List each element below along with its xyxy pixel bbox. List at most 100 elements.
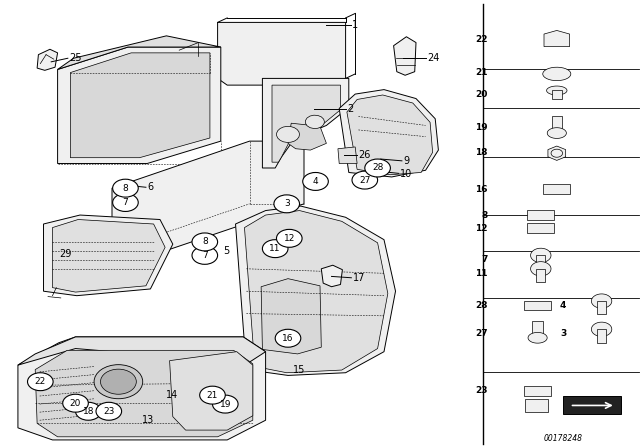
Polygon shape <box>536 269 545 282</box>
Circle shape <box>28 373 53 391</box>
Text: 3: 3 <box>284 199 289 208</box>
Text: 22: 22 <box>475 35 488 44</box>
Polygon shape <box>18 337 266 365</box>
Polygon shape <box>244 211 388 373</box>
Polygon shape <box>112 141 304 251</box>
Polygon shape <box>536 255 545 269</box>
Text: 00178248: 00178248 <box>544 434 582 443</box>
Polygon shape <box>58 36 221 69</box>
Polygon shape <box>597 329 606 343</box>
Polygon shape <box>339 90 438 177</box>
Text: 25: 25 <box>69 53 82 63</box>
Polygon shape <box>551 149 563 157</box>
Text: 12: 12 <box>475 224 488 233</box>
Polygon shape <box>524 301 551 310</box>
Text: 23: 23 <box>103 407 115 416</box>
Polygon shape <box>525 399 548 412</box>
Polygon shape <box>552 90 562 99</box>
Polygon shape <box>37 49 58 70</box>
Polygon shape <box>236 206 396 375</box>
Text: 16: 16 <box>282 334 294 343</box>
Circle shape <box>113 179 138 197</box>
Text: 4: 4 <box>560 301 566 310</box>
Circle shape <box>276 229 302 247</box>
Polygon shape <box>527 210 554 220</box>
Polygon shape <box>70 53 210 158</box>
Polygon shape <box>591 294 612 308</box>
Text: 19: 19 <box>220 400 231 409</box>
Polygon shape <box>276 126 300 142</box>
Polygon shape <box>524 386 551 396</box>
Polygon shape <box>170 352 253 430</box>
Polygon shape <box>338 147 357 164</box>
Text: 27: 27 <box>475 329 488 338</box>
Polygon shape <box>552 116 562 130</box>
Text: 28: 28 <box>372 164 383 172</box>
Circle shape <box>212 395 238 413</box>
Text: 10: 10 <box>400 169 412 179</box>
Polygon shape <box>531 262 551 276</box>
Circle shape <box>96 402 122 420</box>
Circle shape <box>63 394 88 412</box>
Text: 20: 20 <box>70 399 81 408</box>
Circle shape <box>275 329 301 347</box>
Polygon shape <box>218 22 346 85</box>
Circle shape <box>262 240 288 258</box>
Text: 3: 3 <box>560 329 566 338</box>
Circle shape <box>76 402 101 420</box>
Text: 11: 11 <box>475 269 488 278</box>
Polygon shape <box>548 146 566 160</box>
Circle shape <box>192 246 218 264</box>
Polygon shape <box>18 337 266 440</box>
Text: 6: 6 <box>147 182 154 192</box>
Polygon shape <box>563 396 621 414</box>
Text: 11: 11 <box>269 244 281 253</box>
Circle shape <box>365 159 390 177</box>
Circle shape <box>113 194 138 211</box>
Polygon shape <box>547 128 566 138</box>
Polygon shape <box>272 85 340 162</box>
Text: 24: 24 <box>428 53 440 63</box>
Polygon shape <box>394 37 416 75</box>
Text: 14: 14 <box>166 390 179 400</box>
Polygon shape <box>528 332 547 343</box>
Text: 29: 29 <box>59 250 71 259</box>
Text: 15: 15 <box>292 365 305 375</box>
Polygon shape <box>544 30 570 47</box>
Text: 5: 5 <box>223 246 229 256</box>
Polygon shape <box>543 184 570 194</box>
Polygon shape <box>531 248 551 263</box>
Polygon shape <box>543 67 571 81</box>
Polygon shape <box>547 86 567 95</box>
Text: 13: 13 <box>142 415 154 425</box>
Text: 27: 27 <box>359 176 371 185</box>
Polygon shape <box>597 301 606 314</box>
Text: 18: 18 <box>83 407 94 416</box>
Circle shape <box>100 369 136 394</box>
Polygon shape <box>44 215 173 296</box>
Text: 16: 16 <box>475 185 488 194</box>
Circle shape <box>352 171 378 189</box>
Text: 28: 28 <box>475 301 488 310</box>
Text: 1: 1 <box>352 20 358 30</box>
Text: 21: 21 <box>475 68 488 77</box>
Circle shape <box>94 365 143 399</box>
Polygon shape <box>262 78 349 168</box>
Polygon shape <box>321 265 342 287</box>
Text: 8: 8 <box>123 184 128 193</box>
Text: 17: 17 <box>353 273 365 283</box>
Polygon shape <box>527 223 554 233</box>
Text: 12: 12 <box>284 234 295 243</box>
Text: 22: 22 <box>35 377 46 386</box>
Circle shape <box>274 195 300 213</box>
Text: 7: 7 <box>202 251 207 260</box>
Text: 21: 21 <box>207 391 218 400</box>
Polygon shape <box>58 47 221 164</box>
Circle shape <box>192 233 218 251</box>
Text: 9: 9 <box>403 156 410 166</box>
Polygon shape <box>52 220 165 292</box>
Polygon shape <box>305 115 324 129</box>
Polygon shape <box>347 95 433 175</box>
Text: 20: 20 <box>476 90 488 99</box>
Text: 4: 4 <box>313 177 318 186</box>
